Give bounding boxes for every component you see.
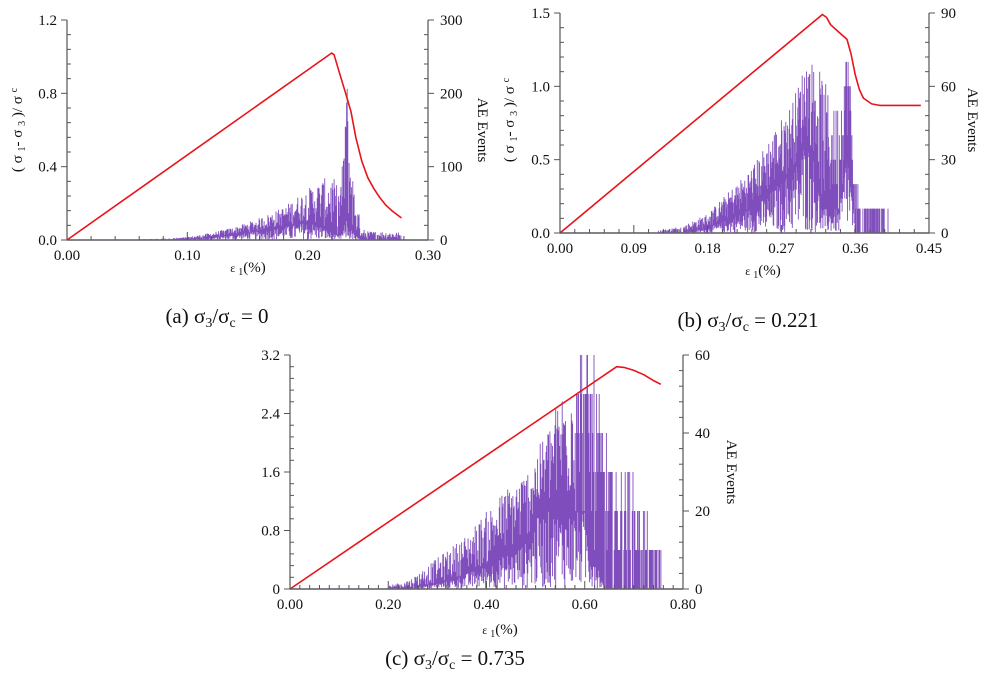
y-axis-title-part: 1: [17, 146, 28, 151]
x-axis-title-symbol: ε: [482, 623, 490, 637]
y-tick-label: 0.4: [38, 160, 57, 176]
x-tick-label: 0.00: [277, 597, 303, 613]
y-tick-label: 0: [273, 582, 281, 598]
x-axis-title-unit: (%): [243, 260, 266, 276]
y-axis-title-part: ( σ: [502, 141, 518, 162]
y-tick-label: 1.5: [531, 6, 550, 22]
chart-b: 0.00 0.09 0.18 0.27 0.36 0.45 0.0 0.5 1.0 1.5 0 30 6…: [501, 6, 980, 335]
y2-tick-label: 30: [941, 153, 956, 169]
y-tick-label: 1.6: [261, 465, 280, 481]
y-tick-label: 0.8: [261, 524, 280, 540]
y-axis-title: ( σ 1- σ 3 )/ σ c: [9, 87, 28, 172]
chart-caption: (a) σ3/σc = 0: [165, 304, 268, 331]
chart-a: 0.00 0.10 0.20 0.30 0.0 0.4 0.8 1.2 0 100 200 300 ε …: [9, 13, 490, 331]
y-axis-title-part: c: [501, 77, 512, 82]
y-tick-label: 0.0: [38, 233, 57, 249]
y-axis-title-part: c: [9, 87, 20, 92]
x-axis-title: ε 1(%): [482, 622, 518, 640]
x-axis-title-unit: (%): [495, 622, 518, 638]
x-tick-label: 0.10: [174, 248, 200, 264]
y-axis-title-part: )/ σ: [502, 82, 518, 111]
caption-suffix: = 0.735: [455, 646, 525, 670]
y-tick-label: 3.2: [261, 348, 280, 364]
chart-c: 0.00 0.20 0.40 0.60 0.8000.81.62.43.20204060…: [261, 348, 739, 673]
y2-tick-label: 200: [440, 86, 463, 102]
y2-tick-label: 300: [440, 13, 463, 29]
caption-mid: /σ: [212, 304, 229, 328]
x-axis-title-symbol: ε: [230, 261, 238, 275]
y2-axis-title: AE Events: [964, 88, 980, 153]
y2-axis-title: AE Events: [474, 98, 490, 163]
x-tick-label: 0.20: [295, 248, 321, 264]
y-tick-label: 0.0: [531, 226, 550, 242]
y-axis-title-part: 1: [509, 136, 520, 141]
ae-events-line: [657, 61, 889, 233]
y-tick-label: 2.4: [261, 407, 280, 423]
y2-tick-label: 100: [440, 160, 463, 176]
x-tick-label: 0.40: [473, 597, 499, 613]
caption-suffix: = 0.221: [749, 308, 819, 332]
y2-tick-label: 0: [941, 226, 949, 242]
x-tick-label: 0.30: [415, 248, 441, 264]
y-tick-label: 0.8: [38, 86, 57, 102]
x-tick-label: 0.45: [916, 241, 942, 257]
caption-sub2: c: [229, 316, 235, 331]
y2-tick-label: 60: [695, 348, 710, 364]
caption-sub1: 3: [205, 316, 212, 331]
y-axis-title-part: 3: [17, 121, 28, 126]
x-tick-label: 0.00: [54, 248, 80, 264]
x-tick-label: 0.00: [547, 241, 573, 257]
chart-caption: (c) σ3/σc = 0.735: [385, 646, 525, 673]
caption-prefix: (a) σ: [165, 304, 205, 328]
stress-ratio-line: [66, 52, 402, 241]
caption-sub2: c: [449, 658, 455, 673]
x-axis-title: ε 1(%): [745, 263, 781, 281]
x-axis-title-sub: 1: [753, 270, 758, 281]
x-tick-label: 0.09: [621, 241, 647, 257]
caption-suffix: = 0: [236, 304, 269, 328]
x-tick-label: 0.60: [572, 597, 598, 613]
x-axis-title-symbol: ε: [745, 264, 753, 278]
x-tick-label: 0.20: [375, 597, 401, 613]
y2-tick-label: 0: [440, 233, 448, 249]
caption-mid: /σ: [432, 646, 449, 670]
caption-prefix: (c) σ: [385, 646, 425, 670]
caption-prefix: (b) σ: [677, 308, 718, 332]
chart-caption: (b) σ3/σc = 0.221: [677, 308, 818, 335]
y-axis-title-part: )/ σ: [10, 92, 26, 121]
y-axis-title-part: - σ: [502, 116, 518, 137]
y2-tick-label: 40: [695, 426, 710, 442]
stress-ratio-line: [559, 13, 921, 234]
x-tick-label: 0.27: [768, 241, 795, 257]
ae-events-series: [387, 355, 662, 589]
y2-tick-label: 90: [941, 6, 956, 22]
ae-events-series: [657, 61, 889, 233]
y2-axis-title: AE Events: [723, 440, 739, 505]
y-axis-title-part: 3: [509, 111, 520, 116]
x-tick-label: 0.18: [694, 241, 720, 257]
caption-sub2: c: [743, 320, 749, 335]
y2-tick-label: 0: [695, 582, 703, 598]
ae-events-line: [387, 355, 662, 589]
x-axis-title-sub: 1: [490, 629, 495, 640]
x-axis-title: ε 1(%): [230, 260, 266, 278]
y-axis-title-part: ( σ: [10, 151, 26, 172]
caption-sub1: 3: [719, 320, 726, 335]
caption-mid: /σ: [726, 308, 743, 332]
y-tick-label: 1.0: [531, 79, 550, 95]
y-tick-label: 0.5: [531, 153, 550, 169]
y-axis-title: ( σ 1- σ 3 )/ σ c: [501, 77, 520, 162]
y-axis-title-part: - σ: [10, 126, 26, 147]
stress-ratio-line: [289, 365, 662, 590]
caption-sub1: 3: [425, 658, 432, 673]
y-tick-label: 1.2: [38, 13, 57, 29]
x-axis-title-sub: 1: [238, 267, 243, 278]
x-axis-title-unit: (%): [758, 263, 781, 279]
x-tick-label: 0.80: [670, 597, 696, 613]
x-tick-label: 0.36: [842, 241, 869, 257]
y2-tick-label: 20: [695, 504, 710, 520]
y2-tick-label: 60: [941, 79, 956, 95]
